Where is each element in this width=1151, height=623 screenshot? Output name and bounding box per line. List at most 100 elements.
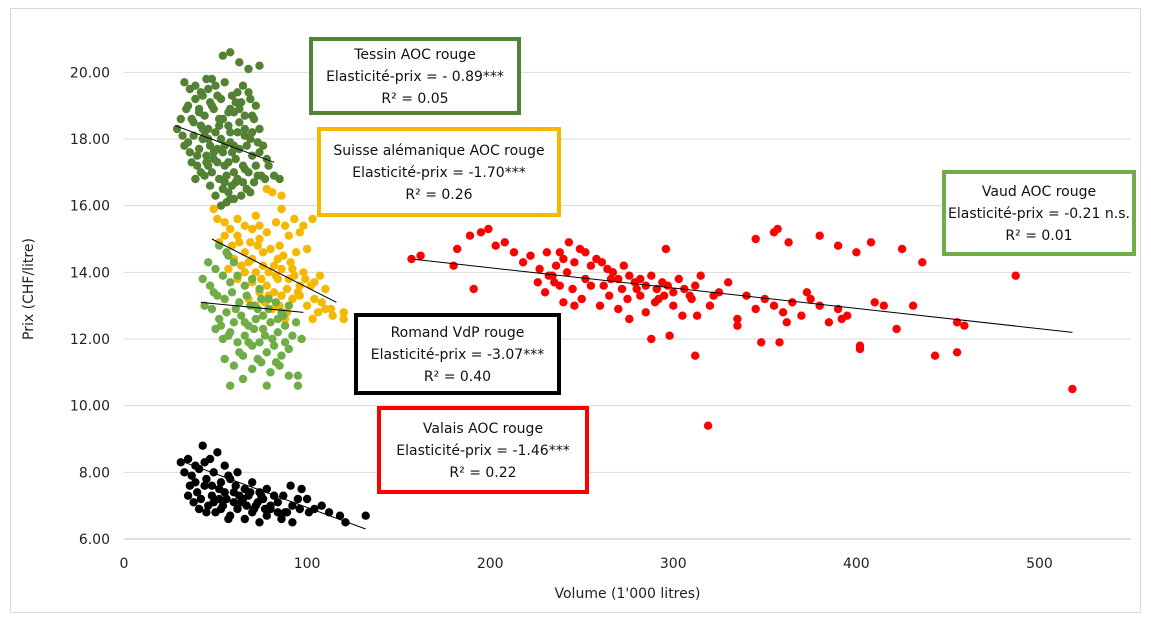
data-point [586, 261, 596, 270]
data-point [242, 291, 251, 300]
data-point [317, 501, 326, 510]
data-point [242, 141, 251, 150]
data-point [246, 188, 255, 197]
data-point [240, 111, 249, 120]
y-tick-label: 6.00 [79, 532, 110, 548]
data-point [288, 264, 297, 274]
data-point [559, 254, 568, 264]
data-point [273, 314, 282, 324]
data-point [416, 251, 425, 260]
data-point [1068, 384, 1077, 394]
data-point [597, 258, 607, 267]
data-point [897, 244, 907, 254]
data-point [231, 304, 240, 314]
data-point [220, 354, 229, 364]
data-point [669, 301, 678, 310]
data-point [299, 268, 308, 277]
data-point [491, 241, 500, 250]
label-line: Valais AOC rouge [423, 421, 543, 437]
data-point [469, 284, 478, 294]
data-point [253, 171, 262, 180]
data-point [262, 228, 271, 237]
data-point [304, 508, 314, 517]
data-point [246, 238, 255, 247]
data-point [198, 91, 207, 100]
data-point [226, 278, 235, 287]
x-tick-label: 400 [843, 556, 870, 572]
data-point [484, 224, 493, 234]
data-point [237, 191, 246, 200]
data-point [617, 284, 627, 294]
data-point [240, 318, 249, 327]
data-point [194, 504, 204, 514]
data-point [302, 244, 312, 254]
data-point [255, 234, 264, 244]
data-point [242, 501, 251, 510]
data-point [238, 494, 248, 504]
data-point [361, 511, 370, 520]
data-point [229, 361, 239, 370]
data-point [654, 294, 663, 304]
data-point [246, 301, 255, 310]
data-point [784, 238, 793, 247]
x-tick-label: 100 [294, 556, 321, 572]
data-point [691, 351, 700, 360]
data-point [647, 271, 656, 280]
data-point [709, 291, 718, 300]
data-point [191, 94, 200, 104]
data-point [1011, 271, 1020, 280]
data-point [308, 314, 317, 324]
trend-line [184, 461, 366, 530]
y-tick-label: 12.00 [70, 332, 110, 348]
data-point [605, 291, 614, 300]
data-point [193, 488, 202, 497]
data-point [200, 111, 209, 120]
data-point [240, 124, 249, 134]
data-point [866, 238, 876, 247]
y-tick-label: 8.00 [79, 465, 110, 481]
data-point [257, 491, 266, 500]
data-point [277, 351, 286, 360]
data-point [870, 298, 879, 307]
x-tick-label: 300 [660, 556, 687, 572]
data-point [233, 214, 242, 224]
data-point [204, 258, 213, 267]
data-point [246, 94, 255, 104]
data-point [218, 51, 228, 60]
data-point [824, 318, 834, 327]
data-point [249, 324, 259, 334]
data-point [733, 321, 742, 330]
data-point [273, 508, 282, 517]
data-point [235, 298, 244, 307]
data-point [636, 274, 645, 284]
data-point [751, 304, 760, 314]
data-point [220, 461, 229, 470]
data-point [284, 344, 293, 354]
data-point [282, 284, 292, 294]
data-point [339, 308, 348, 317]
data-point [216, 134, 226, 144]
data-point [200, 301, 209, 310]
data-point [581, 274, 590, 284]
data-point [257, 294, 266, 304]
data-point [279, 251, 288, 260]
data-point [205, 141, 215, 150]
data-point [288, 518, 297, 527]
data-point [222, 308, 231, 317]
data-point [226, 194, 235, 204]
data-point [328, 311, 337, 320]
data-point [231, 178, 240, 187]
data-point [255, 284, 264, 294]
series-label-box-2: Vaud AOC rouge Elasticité-prix = -0.21 n.… [942, 170, 1136, 256]
data-point [277, 204, 286, 214]
data-point [248, 274, 257, 284]
data-point [302, 494, 312, 504]
data-point [251, 314, 260, 324]
data-point [295, 281, 304, 290]
data-point [315, 271, 325, 280]
trend-line [175, 125, 275, 163]
data-point [453, 244, 462, 254]
data-point [308, 214, 317, 224]
data-point [193, 151, 202, 160]
data-point [284, 371, 293, 380]
